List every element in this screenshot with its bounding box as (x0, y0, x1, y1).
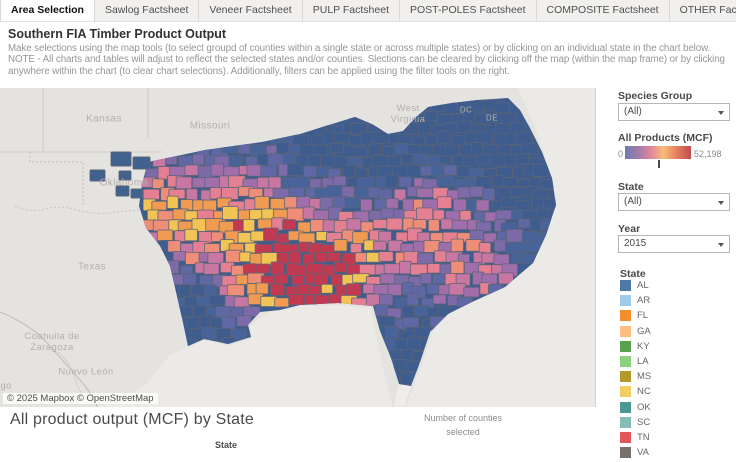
legend-label: LA (637, 356, 649, 368)
legend-label: KY (637, 340, 650, 352)
legend-item-ga[interactable]: GA (620, 325, 651, 337)
legend-item-la[interactable]: LA (620, 356, 651, 368)
legend-label: GA (637, 325, 651, 337)
tab-area-selection[interactable]: Area Selection (1, 0, 95, 21)
legend-label: FL (637, 310, 649, 322)
tab-sawlog-factsheet[interactable]: Sawlog Factsheet (95, 0, 200, 21)
state-filter-value: (All) (624, 196, 642, 207)
page-description: Make selections using the map tools (to … (8, 43, 725, 77)
tab-veneer-factsheet[interactable]: Veneer Factsheet (199, 0, 303, 21)
tab-composite-factsheet[interactable]: COMPOSITE Factsheet (537, 0, 670, 21)
species-group-dropdown[interactable]: (All) (618, 103, 730, 121)
gradient-slider-handle[interactable] (658, 160, 661, 168)
legend-swatch-ok (620, 401, 631, 413)
chart-axis-label: State (214, 440, 237, 450)
county-shapes[interactable] (139, 99, 558, 385)
basemap-label: Kansas (86, 113, 122, 125)
map-canvas[interactable] (0, 88, 596, 407)
basemap-label: DE (486, 113, 498, 123)
oklahoma-counties[interactable] (89, 151, 151, 199)
state-color-legend: AL AR FL GA KY LA MS NC OK SC TN VA (620, 280, 651, 462)
legend-item-va[interactable]: VA (620, 447, 651, 459)
legend-swatch-ga (620, 325, 631, 337)
basemap-label: Missouri (189, 120, 231, 132)
chevron-down-icon (718, 201, 724, 205)
legend-item-ms[interactable]: MS (620, 371, 652, 383)
basemap-label: go (0, 380, 12, 392)
chart-title: All product output (MCF) by State (10, 411, 255, 428)
basemap-label: West Virginia (390, 103, 426, 125)
map-attribution: © 2025 Mapbox © OpenStreetMap (3, 393, 158, 404)
legend-label: AR (637, 295, 651, 307)
legend-item-nc[interactable]: NC (620, 386, 651, 398)
basemap-label: DC (459, 105, 473, 115)
legend-label: NC (637, 386, 651, 398)
year-dropdown[interactable]: 2015 (618, 235, 730, 253)
legend-swatch-fl (620, 310, 631, 322)
legend-swatch-va (620, 447, 631, 459)
state-boundaries (0, 88, 162, 407)
gradient-max-value: 52,198 (694, 149, 722, 159)
legend-item-sc[interactable]: SC (620, 416, 651, 428)
chevron-down-icon (718, 111, 724, 115)
gradient-min-value: 0 (618, 149, 624, 159)
basemap-label: States (70, 88, 130, 89)
gradient-color-ramp[interactable] (625, 146, 691, 159)
basemap-label: Texas (77, 261, 107, 273)
legend-item-fl[interactable]: FL (620, 310, 651, 322)
sheet-tabbar: Area Selection Sawlog Factsheet Veneer Fac… (0, 0, 736, 22)
gradient-legend: 0 52,198 (618, 146, 736, 172)
legend-swatch-la (620, 356, 631, 368)
legend-label: TN (637, 431, 650, 443)
legend-label: AL (637, 280, 649, 292)
legend-item-ar[interactable]: AR (620, 295, 651, 307)
tab-other-factsheet[interactable]: OTHER Factsheet (670, 0, 736, 21)
state-dropdown[interactable]: (All) (618, 193, 730, 211)
legend-swatch-tn (620, 431, 631, 443)
legend-item-tn[interactable]: TN (620, 431, 651, 443)
legend-label: MS (637, 371, 652, 383)
state-filter-label: State (618, 181, 644, 193)
basemap-label: Nuevo León (58, 366, 114, 378)
year-filter-label: Year (618, 223, 641, 235)
legend-swatch-ar (620, 295, 631, 307)
legend-label: VA (637, 447, 649, 459)
basemap-label: Coahuila de Zaragoza (24, 331, 80, 353)
species-group-filter-label: Species Group (618, 90, 693, 102)
legend-swatch-nc (620, 386, 631, 398)
basemap-label: Oklahoma (99, 177, 149, 189)
legend-label: OK (637, 401, 651, 413)
legend-item-ky[interactable]: KY (620, 340, 651, 352)
year-filter-value: 2015 (624, 238, 647, 249)
legend-swatch-ms (620, 371, 631, 383)
species-group-value: (All) (624, 106, 642, 117)
tabbar-stub (0, 0, 1, 21)
legend-item-ok[interactable]: OK (620, 401, 651, 413)
county-choropleth-map[interactable]: © 2025 Mapbox © OpenStreetMap States Kans… (0, 88, 596, 407)
legend-swatch-ky (620, 340, 631, 352)
counties-selected-label: Number of counties selected (423, 413, 503, 437)
legend-swatch-al (620, 280, 631, 292)
filter-panel: Species Group (All) All Products (MCF) 0… (618, 88, 736, 459)
tab-pulp-factsheet[interactable]: PULP Factsheet (303, 0, 400, 21)
gradient-legend-label: All Products (MCF) (618, 132, 713, 144)
state-legend-title: State (620, 268, 646, 280)
chevron-down-icon (718, 243, 724, 247)
tab-post-poles-factsheet[interactable]: POST-POLES Factsheet (400, 0, 537, 21)
legend-item-al[interactable]: AL (620, 280, 651, 292)
legend-swatch-sc (620, 416, 631, 428)
legend-label: SC (637, 416, 651, 428)
page-title: Southern FIA Timber Product Output (8, 27, 227, 41)
